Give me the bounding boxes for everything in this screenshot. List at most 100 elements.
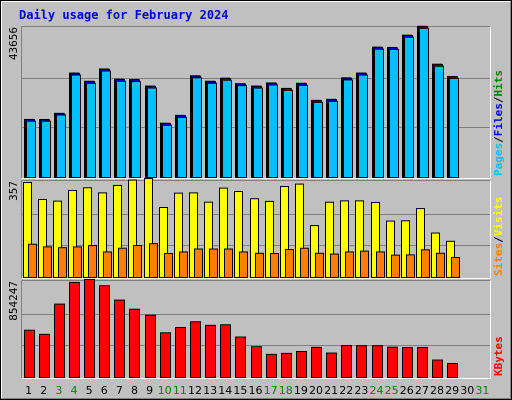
bar-pages bbox=[374, 48, 384, 178]
bar-sites bbox=[330, 253, 339, 278]
bar-pages bbox=[101, 70, 111, 178]
bar-sites bbox=[118, 247, 127, 278]
bar-sites bbox=[28, 243, 37, 278]
bar-pages bbox=[86, 82, 96, 178]
x-tick-label: 22 bbox=[339, 384, 353, 397]
bar-sites bbox=[300, 247, 309, 278]
bar-visits bbox=[174, 192, 183, 278]
bar-pages bbox=[162, 124, 172, 178]
bar-visits bbox=[189, 192, 198, 279]
x-tick-label: 18 bbox=[279, 384, 293, 397]
bar-sites bbox=[164, 253, 173, 278]
x-tick-label: 20 bbox=[309, 384, 323, 397]
x-tick-label: 10 bbox=[158, 384, 172, 397]
bar-pages bbox=[313, 101, 323, 178]
bar-pages bbox=[328, 100, 338, 178]
bar-pages bbox=[222, 79, 232, 178]
bar-visits bbox=[53, 200, 62, 279]
bar-sites bbox=[315, 252, 324, 279]
legend-part: Files bbox=[492, 103, 505, 136]
panel-max-label: 43656 bbox=[7, 27, 20, 60]
bar-pages bbox=[389, 49, 399, 178]
bar-sites bbox=[224, 248, 233, 278]
panel-legend-label: KBytes bbox=[492, 336, 505, 376]
bar-kbytes bbox=[175, 327, 186, 379]
bar-pages bbox=[131, 81, 141, 178]
bar-kbytes bbox=[69, 281, 80, 378]
x-tick-label: 3 bbox=[55, 384, 62, 397]
bar-visits bbox=[144, 178, 153, 279]
bar-kbytes bbox=[54, 303, 65, 378]
bar-visits bbox=[23, 182, 32, 278]
panel-max-label: 854247 bbox=[7, 281, 20, 321]
bar-pages bbox=[449, 78, 459, 178]
x-tick-label: 14 bbox=[218, 384, 232, 397]
x-tick-label: 23 bbox=[354, 384, 368, 397]
bar-visits bbox=[371, 201, 380, 278]
legend-part: / bbox=[492, 236, 505, 243]
bar-pages bbox=[41, 120, 51, 178]
bar-sites bbox=[194, 248, 203, 278]
x-tick-label: 11 bbox=[173, 384, 187, 397]
bar-kbytes bbox=[114, 299, 125, 379]
bar-pages bbox=[253, 87, 263, 178]
bar-sites bbox=[88, 245, 97, 279]
panel-max-label: 357 bbox=[7, 181, 20, 201]
bar-visits bbox=[340, 200, 349, 278]
bar-visits bbox=[113, 184, 122, 278]
legend-part: KBytes bbox=[492, 336, 505, 376]
x-tick-label: 31 bbox=[475, 384, 489, 397]
x-tick-label: 29 bbox=[445, 384, 459, 397]
chart-title: Daily usage for February 2024 bbox=[19, 8, 229, 22]
bar-sites bbox=[391, 254, 400, 279]
bar-pages bbox=[237, 85, 247, 178]
bar-sites bbox=[179, 251, 188, 278]
x-tick-label: 8 bbox=[131, 384, 138, 397]
bar-sites bbox=[406, 254, 415, 278]
bar-visits bbox=[98, 192, 107, 279]
bar-sites bbox=[73, 246, 82, 279]
bar-visits bbox=[295, 183, 304, 278]
bar-visits bbox=[128, 179, 137, 278]
bar-sites bbox=[149, 243, 158, 278]
bar-sites bbox=[376, 251, 385, 278]
x-tick-label: 15 bbox=[233, 384, 247, 397]
legend-part: / bbox=[492, 96, 505, 103]
bar-visits bbox=[234, 191, 243, 278]
bar-sites bbox=[209, 248, 218, 278]
x-tick-label: 28 bbox=[430, 384, 444, 397]
x-tick-label: 5 bbox=[86, 384, 93, 397]
x-tick-label: 13 bbox=[203, 384, 217, 397]
panel-top: 43656 Pages/Files/Hits bbox=[7, 25, 505, 179]
bar-visits bbox=[265, 200, 274, 278]
bar-visits bbox=[325, 201, 334, 278]
x-tick-label: 21 bbox=[324, 384, 338, 397]
bar-kbytes bbox=[160, 332, 171, 379]
bar-kbytes bbox=[402, 347, 413, 379]
bar-kbytes bbox=[281, 352, 292, 379]
bar-sites bbox=[436, 252, 445, 279]
bar-pages bbox=[298, 84, 308, 178]
bar-kbytes bbox=[220, 324, 231, 378]
bar-kbytes bbox=[432, 359, 443, 379]
bar-kbytes bbox=[190, 321, 201, 379]
bar-sites bbox=[103, 251, 112, 278]
bar-sites bbox=[133, 245, 142, 279]
bar-sites bbox=[239, 251, 248, 278]
panel-middle: 357 Sites/Visits bbox=[7, 178, 505, 279]
panel-legend-label: Pages/Files/Hits bbox=[492, 70, 505, 176]
panel-bottom: 854247 KBytes bbox=[7, 278, 505, 379]
bar-kbytes bbox=[251, 346, 262, 379]
bar-pages bbox=[358, 74, 368, 178]
bar-pages bbox=[404, 36, 414, 178]
bar-pages bbox=[177, 116, 187, 178]
legend-part: Visits bbox=[492, 197, 505, 237]
bar-kbytes bbox=[205, 324, 216, 379]
bar-sites bbox=[360, 250, 369, 278]
x-tick-label: 19 bbox=[294, 384, 308, 397]
x-tick-label: 27 bbox=[415, 384, 429, 397]
bar-pages bbox=[116, 80, 126, 178]
bar-visits bbox=[280, 185, 289, 278]
x-tick-label: 2 bbox=[40, 384, 47, 397]
